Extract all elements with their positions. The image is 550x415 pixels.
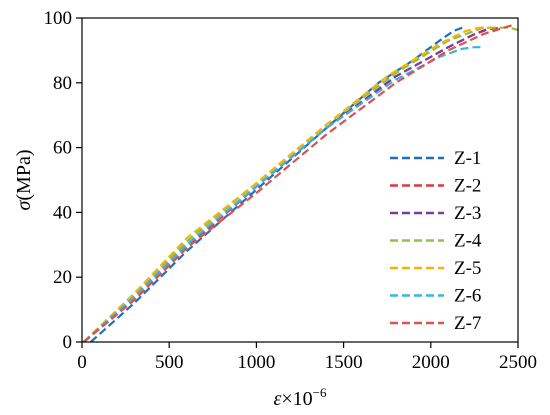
y-tick-label: 80 [53, 73, 72, 94]
legend: Z-1 Z-2 Z-3 Z-4 Z-5 Z-6 Z-7 [390, 148, 482, 334]
y-axis-symbol: σ [13, 199, 35, 210]
x-axis-suffix: ×10 [281, 388, 312, 410]
x-tick-label: 1500 [325, 352, 363, 373]
y-tick-label: 60 [53, 138, 72, 159]
series-line-z-4 [82, 26, 518, 342]
series-line-z-7 [82, 23, 515, 342]
legend-label-z-4: Z-4 [454, 231, 482, 252]
x-tick-label: 0 [77, 352, 87, 373]
plot-frame [81, 17, 519, 343]
x-tick-label: 1000 [237, 352, 275, 373]
x-axis-symbol: ε [273, 388, 281, 410]
x-axis-label: ε×10−6 [273, 385, 327, 410]
series-line-z-5 [82, 26, 492, 342]
y-tick-label: 20 [53, 267, 72, 288]
y-axis-unit: (MPa) [13, 150, 35, 201]
y-tick-label: 40 [53, 202, 72, 223]
y-axis-label: σ(MPa) [13, 150, 35, 211]
y-tick-label: 100 [44, 8, 73, 29]
x-tick-label: 500 [155, 352, 184, 373]
x-axis-exponent: −6 [313, 385, 327, 400]
legend-label-z-3: Z-3 [454, 203, 481, 224]
legend-label-z-7: Z-7 [454, 313, 481, 334]
ticks-layer: 0 500 1000 1500 2000 2500 0 20 40 60 80 100 [44, 8, 538, 373]
series-line-z-6 [82, 46, 482, 342]
x-tick-label: 2500 [499, 352, 537, 373]
x-tick-label: 2000 [412, 352, 450, 373]
y-tick-label: 0 [63, 332, 73, 353]
legend-label-z-6: Z-6 [454, 286, 481, 307]
legend-label-z-1: Z-1 [454, 148, 481, 169]
series-line-z-1 [89, 26, 463, 342]
legend-label-z-5: Z-5 [454, 258, 481, 279]
legend-label-z-2: Z-2 [454, 176, 481, 197]
series-layer [82, 23, 518, 342]
